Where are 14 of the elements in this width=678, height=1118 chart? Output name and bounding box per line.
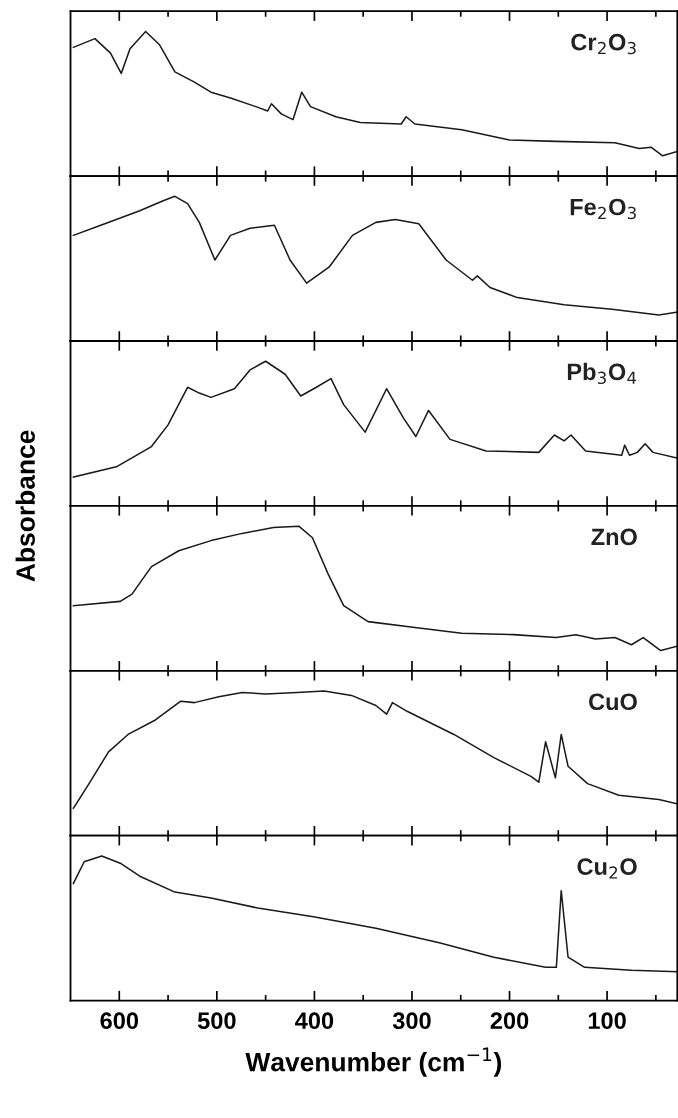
x-tick-label: 600 bbox=[100, 1012, 139, 1030]
text: Cr$_{2}$O$_{3}$ bbox=[571, 33, 636, 55]
series-label: Cu$_{2}$O bbox=[577, 858, 637, 879]
x-axis-title: Wavenumber (cm$^{−1}$) bbox=[245, 1047, 502, 1077]
text: ZnO bbox=[591, 528, 637, 546]
text: Fe$_{2}$O$_{3}$ bbox=[570, 198, 636, 220]
series-label: CuO bbox=[589, 693, 637, 711]
y-axis-title: Absorbance bbox=[15, 430, 35, 582]
x-tick-label: 500 bbox=[197, 1012, 236, 1030]
x-tick-label: 100 bbox=[588, 1012, 626, 1030]
x-tick-label: 400 bbox=[295, 1012, 334, 1030]
x-tick-label: 200 bbox=[490, 1012, 529, 1030]
x-tick-label: 300 bbox=[392, 1012, 431, 1030]
text: Pb$_{3}$O$_{4}$ bbox=[567, 362, 637, 385]
